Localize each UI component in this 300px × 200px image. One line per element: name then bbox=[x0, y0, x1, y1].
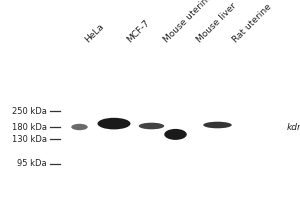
Text: HeLa: HeLa bbox=[84, 21, 106, 44]
Text: 250 kDa: 250 kDa bbox=[12, 107, 46, 116]
Text: MCF-7: MCF-7 bbox=[126, 18, 152, 44]
Text: Mouse liver: Mouse liver bbox=[195, 1, 238, 44]
Ellipse shape bbox=[71, 124, 88, 130]
Text: kdm5a: kdm5a bbox=[286, 122, 300, 132]
Text: 130 kDa: 130 kDa bbox=[11, 134, 46, 144]
Ellipse shape bbox=[164, 129, 187, 140]
Ellipse shape bbox=[139, 123, 164, 129]
Ellipse shape bbox=[98, 118, 130, 129]
Ellipse shape bbox=[203, 122, 232, 128]
Text: 95 kDa: 95 kDa bbox=[17, 160, 46, 168]
Text: 180 kDa: 180 kDa bbox=[11, 122, 46, 132]
Text: Mouse uterine: Mouse uterine bbox=[162, 0, 214, 44]
Text: Rat uterine: Rat uterine bbox=[231, 2, 273, 44]
